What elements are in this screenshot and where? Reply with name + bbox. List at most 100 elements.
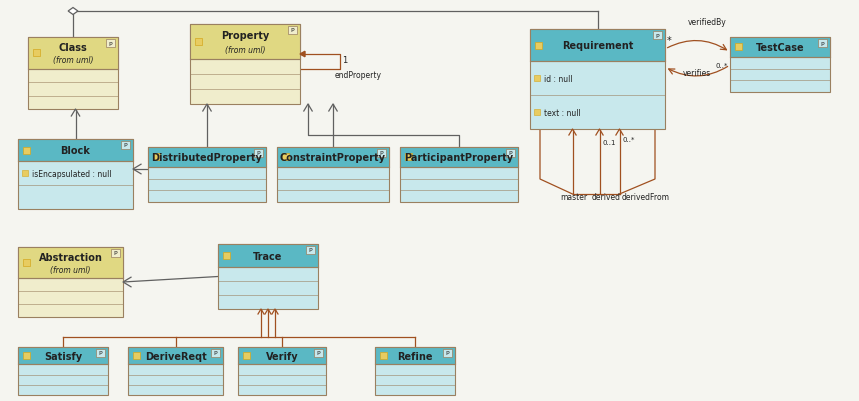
Bar <box>380 352 387 359</box>
Bar <box>218 244 318 309</box>
Text: Satisfy: Satisfy <box>44 351 82 361</box>
Bar <box>18 140 133 162</box>
Text: *: * <box>667 36 672 46</box>
Bar <box>218 244 318 268</box>
Bar <box>282 154 289 161</box>
Bar <box>288 27 297 35</box>
Text: Trace: Trace <box>253 251 283 261</box>
Bar <box>153 154 160 161</box>
Bar <box>33 50 40 57</box>
Text: Abstraction: Abstraction <box>39 252 102 262</box>
Bar <box>96 349 105 357</box>
Text: P: P <box>257 151 260 156</box>
Text: P: P <box>317 350 320 356</box>
Text: id : null: id : null <box>544 74 573 83</box>
Bar <box>106 40 115 48</box>
Text: P: P <box>308 248 313 253</box>
Text: P: P <box>446 350 449 356</box>
Bar <box>730 38 830 58</box>
Bar <box>23 147 30 154</box>
Bar <box>18 347 108 365</box>
Text: 0..*: 0..* <box>716 63 728 69</box>
Bar <box>238 347 326 395</box>
Bar <box>443 349 452 357</box>
Text: verifiedBy: verifiedBy <box>687 18 726 27</box>
Bar <box>730 38 830 93</box>
Bar <box>530 30 665 62</box>
Text: DeriveReqt: DeriveReqt <box>144 351 206 361</box>
Bar <box>405 154 412 161</box>
Bar <box>148 148 266 203</box>
Text: verifies: verifies <box>683 69 710 78</box>
Text: master: master <box>561 192 588 201</box>
Bar <box>190 25 300 105</box>
Bar <box>400 148 518 203</box>
Text: P: P <box>820 41 825 47</box>
Text: isEncapsulated : null: isEncapsulated : null <box>32 169 112 178</box>
Text: (from uml): (from uml) <box>225 46 265 55</box>
Text: P: P <box>380 151 383 156</box>
Bar <box>223 253 230 259</box>
Bar <box>111 249 120 257</box>
Text: P: P <box>214 350 217 356</box>
Bar <box>133 352 140 359</box>
Bar <box>277 148 389 203</box>
Text: (from uml): (from uml) <box>52 56 94 65</box>
Bar <box>128 347 223 365</box>
Bar <box>314 349 323 357</box>
Text: DistributedProperty: DistributedProperty <box>151 152 263 162</box>
Bar <box>277 148 389 167</box>
Bar <box>28 38 118 69</box>
Bar <box>18 247 123 317</box>
Bar <box>254 150 263 158</box>
Bar <box>18 347 108 395</box>
Bar <box>653 32 662 40</box>
Text: Verify: Verify <box>265 351 298 361</box>
Text: 1: 1 <box>342 56 347 65</box>
Bar <box>23 259 30 266</box>
Bar <box>238 347 326 365</box>
Text: P: P <box>109 41 113 47</box>
Text: Requirement: Requirement <box>562 41 633 51</box>
Bar <box>121 142 130 150</box>
Bar <box>400 148 518 167</box>
Bar <box>375 347 455 365</box>
Bar <box>375 347 455 395</box>
Bar <box>535 43 542 49</box>
Bar <box>818 40 827 48</box>
Bar <box>22 171 28 177</box>
Text: P: P <box>99 350 102 356</box>
Text: ParticipantProperty: ParticipantProperty <box>405 152 514 162</box>
Bar <box>530 30 665 130</box>
Bar <box>306 246 315 254</box>
Bar <box>377 150 386 158</box>
Bar <box>506 150 515 158</box>
Bar <box>243 352 250 359</box>
Bar <box>195 39 202 46</box>
Text: P: P <box>113 251 118 256</box>
Text: P: P <box>290 28 295 33</box>
Bar <box>23 352 30 359</box>
Bar <box>18 140 133 209</box>
Bar <box>28 38 118 110</box>
Bar <box>148 148 266 167</box>
Text: P: P <box>509 151 512 156</box>
Polygon shape <box>68 8 78 16</box>
Bar <box>211 349 220 357</box>
Text: Block: Block <box>61 146 90 156</box>
Text: endProperty: endProperty <box>335 71 382 80</box>
Bar <box>190 25 300 60</box>
Text: Refine: Refine <box>397 351 433 361</box>
Text: P: P <box>655 33 660 38</box>
Bar <box>534 76 540 82</box>
Text: 0..*: 0..* <box>623 137 635 143</box>
Bar <box>18 247 123 278</box>
Text: (from uml): (from uml) <box>50 265 91 274</box>
Text: Property: Property <box>221 31 269 41</box>
Text: 0..1: 0..1 <box>602 140 616 146</box>
Polygon shape <box>300 52 305 58</box>
Text: TestCase: TestCase <box>756 43 804 53</box>
Text: derived: derived <box>592 192 620 201</box>
Text: text : null: text : null <box>544 108 581 117</box>
Text: derivedFrom: derivedFrom <box>622 192 669 201</box>
